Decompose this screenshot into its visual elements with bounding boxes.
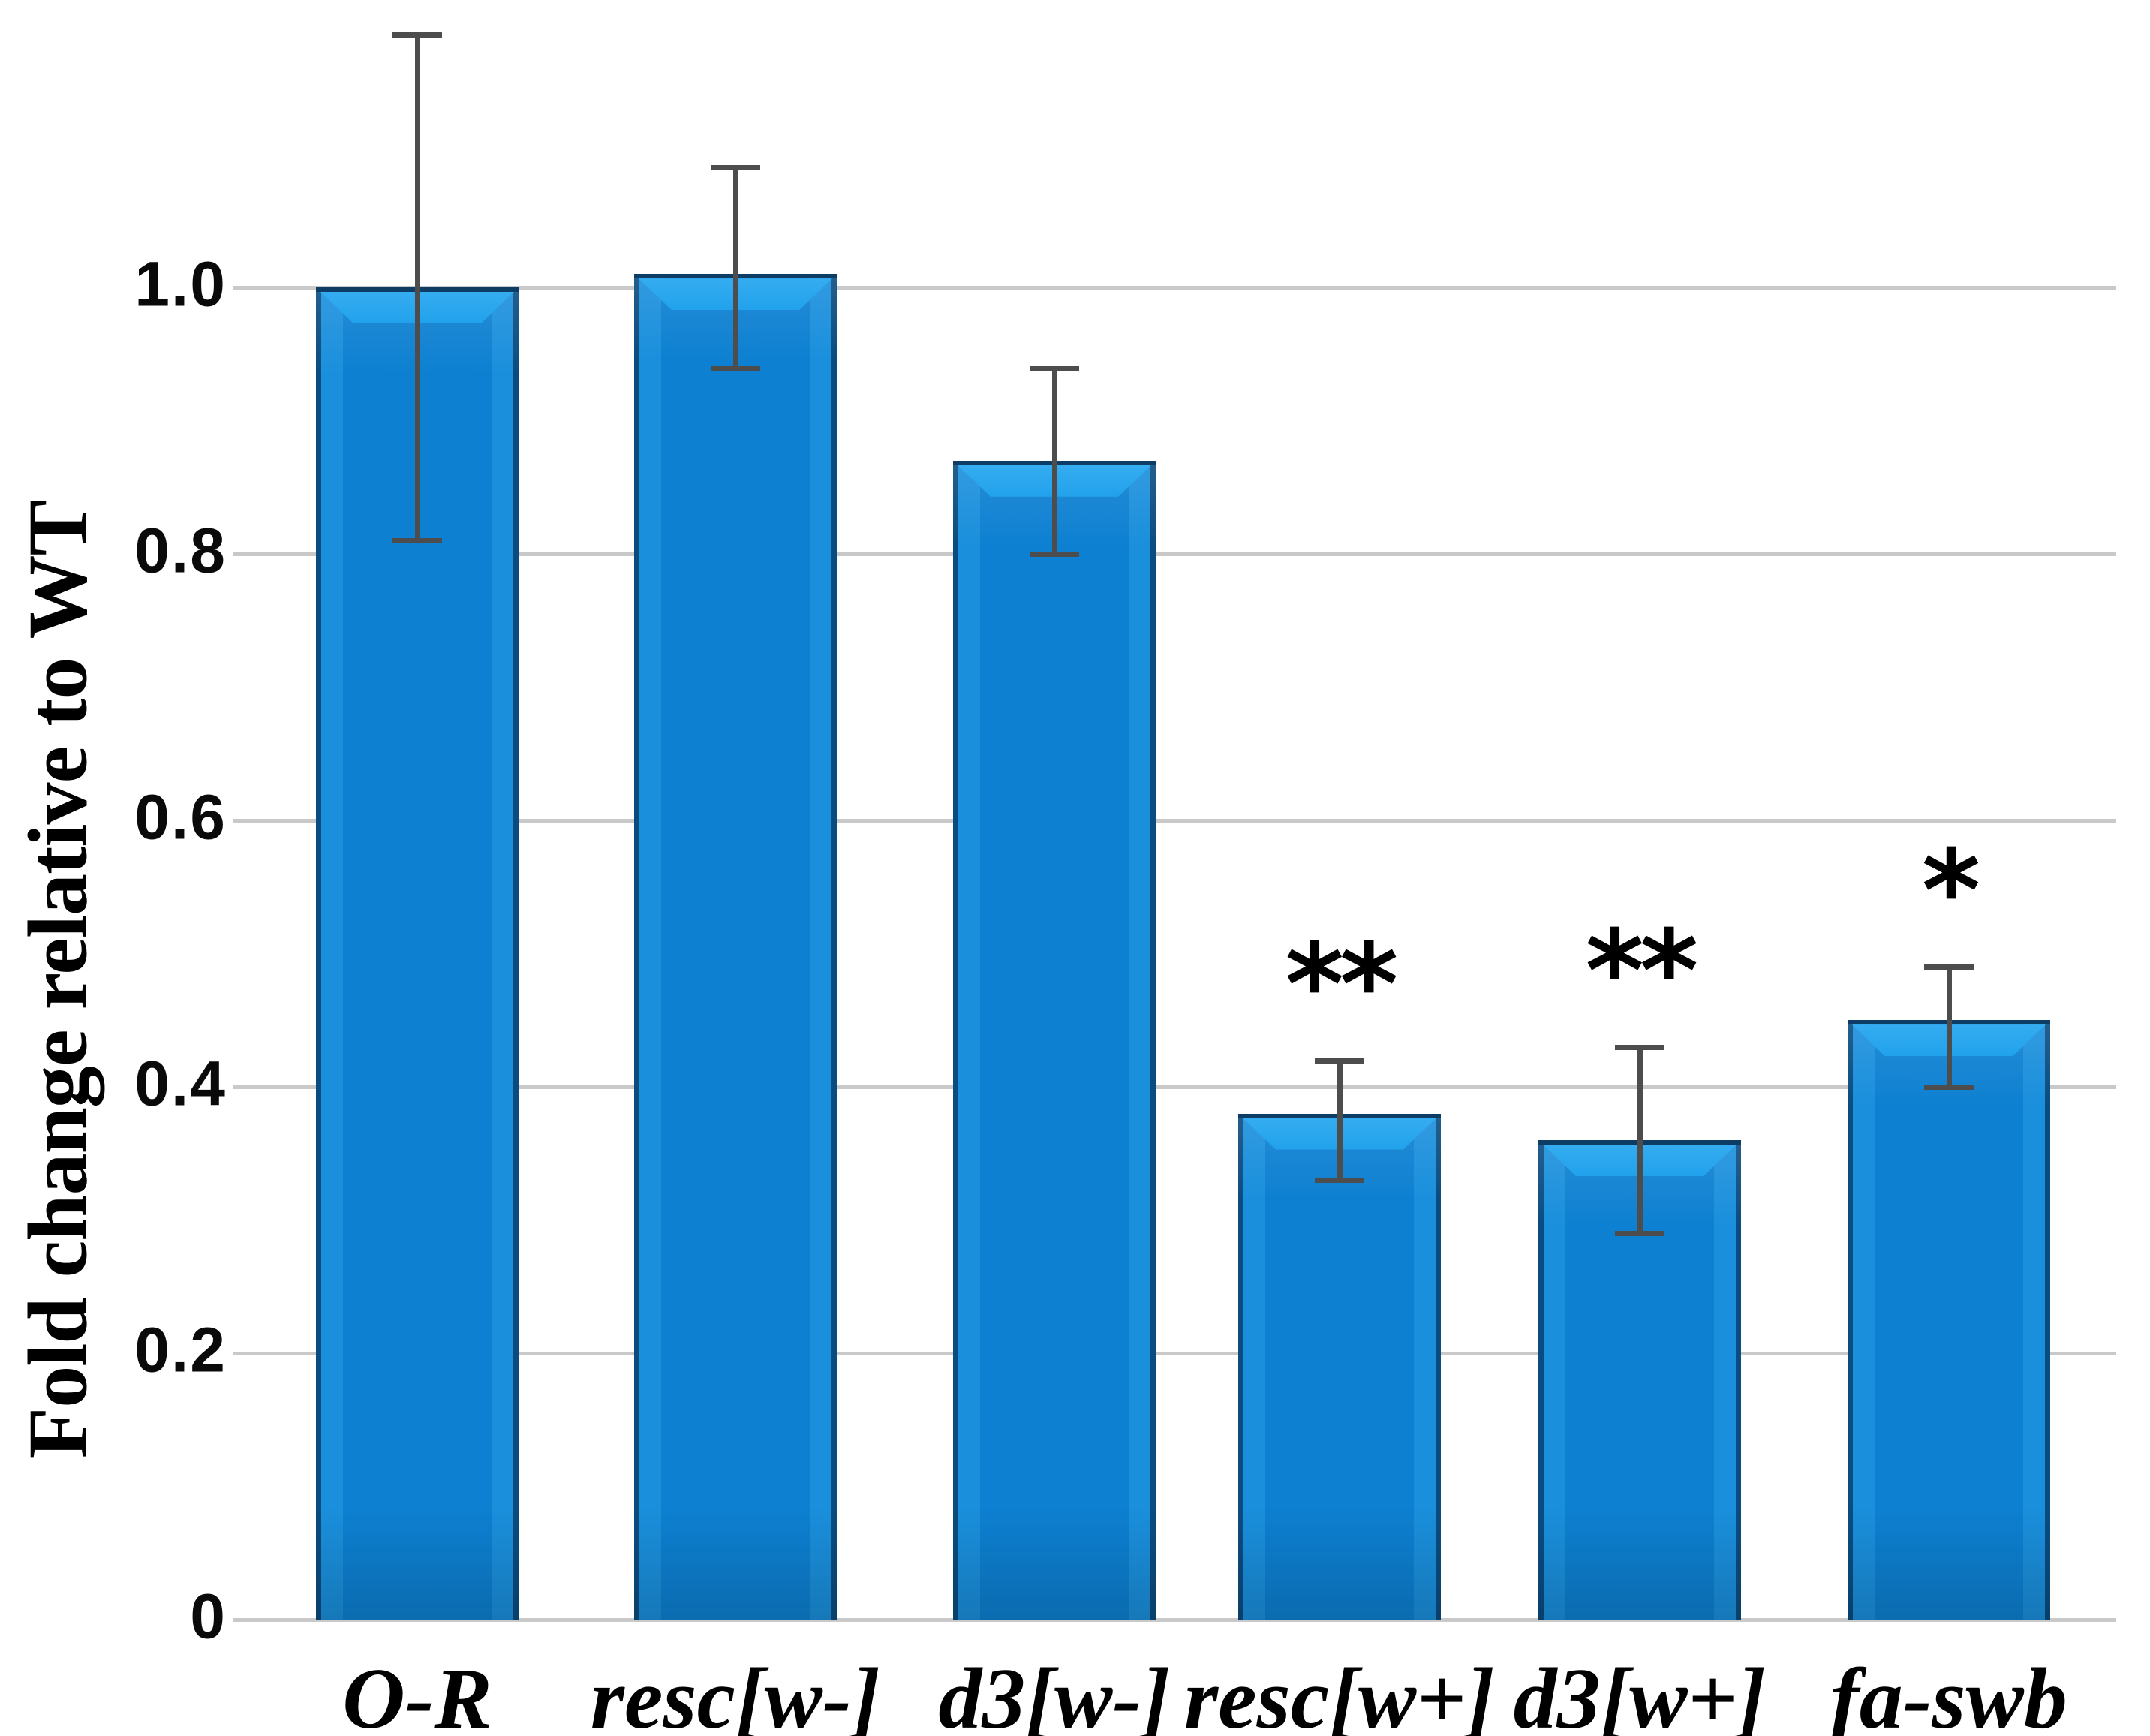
bar-fa-swb — [1848, 1020, 2050, 1620]
error-bar-cap-top-fa-swb — [1924, 964, 1974, 970]
x-tick-label-d3[w+]: d3[w+] — [1513, 1651, 1767, 1736]
error-bar-line-resc[w-] — [732, 167, 738, 368]
significance-marker-fa-swb: * — [1921, 826, 1980, 958]
x-tick-label-resc[w+]: resc[w+] — [1184, 1651, 1495, 1736]
error-bar-cap-bottom-resc[w-] — [711, 365, 760, 371]
error-bar-cap-top-O-R — [392, 32, 442, 38]
gridline-0.4 — [233, 1085, 2116, 1089]
y-tick-label-0.4: 0.4 — [134, 1048, 227, 1119]
x-tick-label-resc[w-]: resc[w-] — [590, 1651, 881, 1736]
significance-marker-d3[w+]: ** — [1585, 906, 1699, 1037]
error-bar-cap-bottom-d3[w+] — [1615, 1231, 1664, 1237]
error-bar-cap-top-d3[w+] — [1615, 1044, 1664, 1050]
x-tick-label-fa-swb: fa-swb — [1830, 1651, 2067, 1736]
y-tick-label-0: 0 — [190, 1581, 227, 1652]
error-bar-cap-bottom-resc[w+] — [1315, 1178, 1364, 1184]
y-tick-label-1.0: 1.0 — [134, 248, 227, 320]
x-tick-label-d3[w-]: d3[w-] — [938, 1651, 1171, 1736]
error-bar-cap-bottom-fa-swb — [1924, 1085, 1974, 1090]
error-bar-cap-bottom-d3[w-] — [1030, 552, 1079, 557]
error-bar-line-d3[w+] — [1637, 1046, 1643, 1234]
y-tick-label-0.2: 0.2 — [134, 1314, 227, 1385]
y-tick-label-0.8: 0.8 — [134, 515, 227, 586]
error-bar-cap-top-resc[w+] — [1315, 1058, 1364, 1064]
error-bar-cap-top-d3[w-] — [1030, 365, 1079, 371]
gridline-0.6 — [233, 819, 2116, 823]
error-bar-line-O-R — [414, 34, 420, 541]
bar-resc[w+] — [1238, 1113, 1441, 1620]
bar-resc[w-] — [634, 274, 837, 1620]
gridline-0.2 — [233, 1352, 2116, 1355]
y-tick-label-0.6: 0.6 — [134, 781, 227, 853]
bar-d3[w-] — [953, 460, 1156, 1620]
error-bar-line-d3[w-] — [1051, 367, 1057, 554]
gridline-0.8 — [233, 552, 2116, 556]
error-bar-line-resc[w+] — [1337, 1060, 1343, 1181]
significance-marker-resc[w+]: ** — [1285, 919, 1399, 1051]
error-bar-cap-top-resc[w-] — [711, 165, 760, 171]
x-tick-label-O-R: O-R — [342, 1651, 492, 1736]
error-bar-cap-bottom-O-R — [392, 538, 442, 544]
gridline-0 — [233, 1618, 2116, 1622]
error-bar-line-fa-swb — [1946, 967, 1952, 1087]
gridline-1.0 — [233, 286, 2116, 290]
